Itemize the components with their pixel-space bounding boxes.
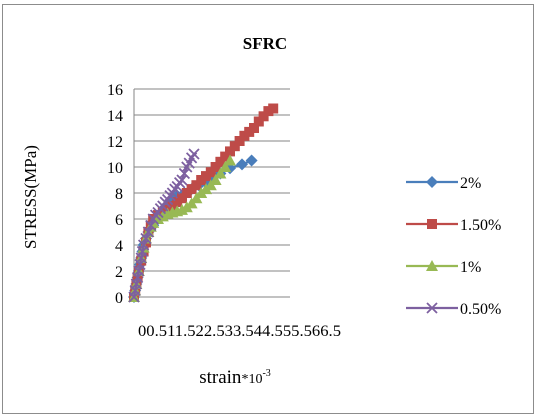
chart-area: SFRC 0 2 4 6 8 10 12 14 16 STRESS(MPa) 00.511.52… bbox=[2, 4, 534, 414]
data-point bbox=[142, 226, 155, 238]
x-axis-label: strain*10-3 bbox=[199, 367, 271, 388]
legend-item: 2% bbox=[406, 175, 481, 192]
data-point bbox=[224, 154, 236, 166]
data-point bbox=[426, 302, 438, 314]
y-axis-label: STRESS(MPa) bbox=[21, 145, 40, 249]
data-point bbox=[210, 162, 221, 172]
legend-item: 0.50% bbox=[406, 301, 501, 318]
y-tick-label: 4 bbox=[115, 238, 123, 255]
data-point bbox=[220, 151, 231, 162]
series-x bbox=[128, 148, 200, 303]
x-axis-label-multiplier: *10 bbox=[241, 372, 262, 387]
data-point bbox=[229, 141, 240, 152]
data-point bbox=[178, 167, 191, 180]
data-point bbox=[253, 116, 264, 127]
y-tick-label: 8 bbox=[115, 186, 123, 203]
y-tick-label: 6 bbox=[115, 212, 123, 229]
legend-item: 1.50% bbox=[406, 217, 501, 234]
data-point bbox=[176, 174, 188, 186]
data-point bbox=[426, 260, 438, 271]
data-point bbox=[209, 174, 222, 185]
data-point bbox=[268, 103, 279, 114]
y-tick-label: 12 bbox=[107, 134, 123, 151]
data-point bbox=[205, 167, 216, 178]
data-point bbox=[137, 239, 150, 251]
data-point bbox=[188, 148, 200, 160]
series-layer bbox=[128, 103, 279, 303]
legend: 2% 1.50% 1% 0.50% bbox=[406, 175, 501, 318]
legend-item: 1% bbox=[406, 259, 481, 276]
data-point bbox=[215, 156, 226, 167]
data-point bbox=[225, 146, 235, 157]
series-square bbox=[129, 103, 279, 302]
legend-label: 2% bbox=[460, 175, 481, 192]
x-axis-label-exponent: -3 bbox=[262, 368, 270, 379]
data-point bbox=[427, 219, 437, 229]
x-tick-labels: 00.511.522.533.544.555.566.5 bbox=[138, 323, 341, 340]
y-axis-ticks: 0 2 4 6 8 10 12 14 16 bbox=[107, 82, 123, 307]
data-point bbox=[219, 161, 232, 172]
chart-title: SFRC bbox=[243, 34, 287, 53]
x-axis-label-main: strain bbox=[199, 367, 242, 388]
data-point bbox=[214, 167, 227, 179]
data-point bbox=[249, 123, 259, 133]
data-point bbox=[140, 232, 152, 245]
data-point bbox=[145, 219, 157, 232]
y-tick-label: 16 bbox=[107, 82, 123, 99]
y-tick-label: 10 bbox=[107, 160, 123, 177]
data-point bbox=[426, 176, 438, 188]
y-tick-label: 14 bbox=[107, 108, 123, 125]
y-tick-label: 0 bbox=[115, 290, 123, 307]
sfrc-line-chart: SFRC 0 2 4 6 8 10 12 14 16 STRESS(MPa) 00.511.52… bbox=[21, 34, 501, 388]
legend-label: 1% bbox=[460, 259, 481, 276]
data-point bbox=[177, 193, 187, 204]
data-point bbox=[236, 158, 248, 171]
legend-label: 1.50% bbox=[460, 217, 501, 234]
data-point bbox=[258, 111, 269, 122]
y-tick-label: 2 bbox=[115, 264, 123, 281]
data-point bbox=[245, 154, 258, 167]
data-point bbox=[191, 180, 202, 191]
data-point bbox=[234, 136, 245, 146]
legend-label: 0.50% bbox=[460, 301, 501, 318]
